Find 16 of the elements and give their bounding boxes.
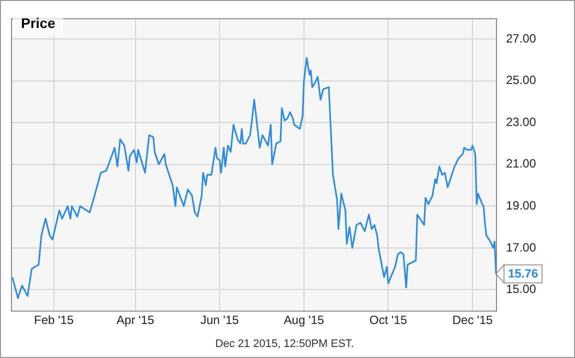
chart-title: Price xyxy=(13,12,64,36)
y-tick-label: 15.00 xyxy=(506,282,536,296)
x-tick-label: Aug '15 xyxy=(284,313,324,328)
x-tick-label: Dec '15 xyxy=(452,313,493,328)
y-tick-label: 27.00 xyxy=(506,31,536,46)
y-tick-label: 19.00 xyxy=(506,198,536,212)
y-tick-label: 23.00 xyxy=(506,114,536,129)
text: Dec 21 2015, 12:50PM EST. xyxy=(215,338,354,350)
y-tick-label: 21.00 xyxy=(506,156,536,171)
x-tick-label: Apr '15 xyxy=(116,313,155,328)
y-tick-label: 17.00 xyxy=(506,240,536,254)
x-tick-label: Jun '15 xyxy=(200,313,240,328)
x-tick-label: Oct '15 xyxy=(369,313,408,328)
x-tick-label: Feb '15 xyxy=(34,313,74,328)
data-label: 15.76 xyxy=(508,266,538,281)
y-tick-label: 25.00 xyxy=(506,73,536,88)
